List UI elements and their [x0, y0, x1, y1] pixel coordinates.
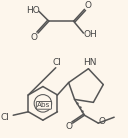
Text: O: O: [99, 117, 106, 126]
Text: Cl: Cl: [1, 113, 10, 122]
Text: Cl: Cl: [52, 58, 61, 67]
Text: O: O: [65, 122, 72, 131]
Text: O: O: [30, 33, 38, 42]
Text: HN: HN: [83, 58, 96, 67]
Text: HO: HO: [26, 6, 40, 15]
Text: OH: OH: [84, 30, 97, 39]
Text: O: O: [85, 1, 92, 10]
Text: Abs: Abs: [37, 102, 51, 108]
